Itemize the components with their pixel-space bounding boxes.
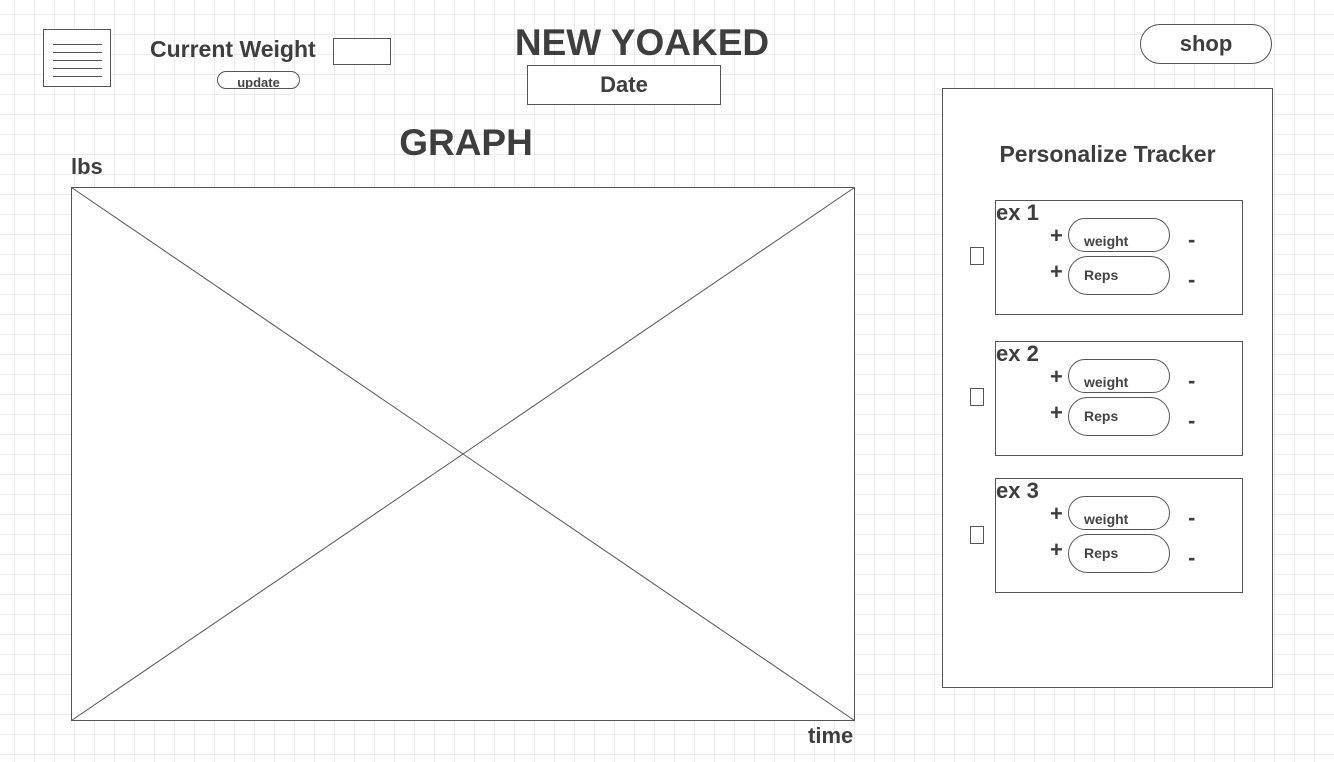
app-title: NEW YOAKED [514, 22, 770, 63]
exercise-checkbox[interactable] [970, 388, 984, 406]
increase-weight-button[interactable]: + [1050, 364, 1063, 389]
weight-field[interactable]: weight [1068, 218, 1170, 252]
reps-field[interactable]: Reps [1068, 256, 1170, 295]
exercise-checkbox[interactable] [970, 526, 984, 544]
decrease-weight-button[interactable]: - [1188, 368, 1196, 393]
increase-reps-button[interactable]: + [1050, 400, 1063, 425]
decrease-weight-button[interactable]: - [1188, 505, 1196, 530]
increase-reps-button[interactable]: + [1050, 537, 1063, 562]
tracker-title: Personalize Tracker [999, 141, 1216, 167]
decrease-reps-button[interactable]: - [1188, 267, 1196, 292]
exercise-label: ex 3 [996, 478, 1039, 503]
graph-placeholder [71, 187, 855, 721]
menu-button[interactable] [43, 29, 111, 87]
reps-field[interactable]: Reps [1068, 534, 1170, 573]
decrease-weight-button[interactable]: - [1188, 227, 1196, 252]
current-weight-label: Current Weight [150, 36, 316, 62]
graph-x-axis-label: time [808, 723, 854, 748]
reps-field[interactable]: Reps [1068, 397, 1170, 436]
decrease-reps-button[interactable]: - [1188, 408, 1196, 433]
graph-title: GRAPH [399, 122, 533, 163]
weight-field[interactable]: weight [1068, 496, 1170, 530]
exercise-checkbox[interactable] [970, 247, 984, 265]
increase-weight-button[interactable]: + [1050, 501, 1063, 526]
exercise-card: ex 1 + weight - + Reps - [995, 200, 1243, 315]
current-weight-input[interactable] [333, 38, 391, 65]
exercise-label: ex 2 [996, 341, 1039, 366]
exercise-card: ex 3 + weight - + Reps - [995, 478, 1243, 593]
date-field[interactable]: Date [527, 65, 721, 105]
decrease-reps-button[interactable]: - [1188, 545, 1196, 570]
weight-field[interactable]: weight [1068, 359, 1170, 393]
exercise-label: ex 1 [996, 200, 1039, 225]
shop-button[interactable]: shop [1140, 24, 1272, 64]
increase-reps-button[interactable]: + [1050, 259, 1063, 284]
increase-weight-button[interactable]: + [1050, 223, 1063, 248]
exercise-card: ex 2 + weight - + Reps - [995, 341, 1243, 456]
graph-y-axis-label: lbs [71, 154, 103, 179]
update-button[interactable]: update [217, 71, 300, 89]
image-placeholder-icon [71, 187, 855, 721]
